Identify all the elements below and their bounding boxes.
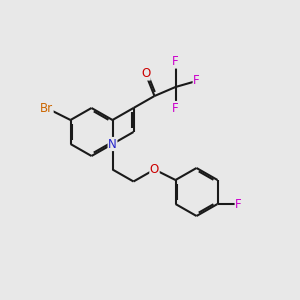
Text: F: F bbox=[193, 74, 200, 88]
Text: O: O bbox=[150, 163, 159, 176]
Text: Br: Br bbox=[40, 101, 53, 115]
Text: F: F bbox=[235, 197, 242, 211]
Text: O: O bbox=[141, 67, 150, 80]
Text: F: F bbox=[172, 101, 179, 115]
Text: F: F bbox=[172, 55, 179, 68]
Text: N: N bbox=[108, 137, 117, 151]
